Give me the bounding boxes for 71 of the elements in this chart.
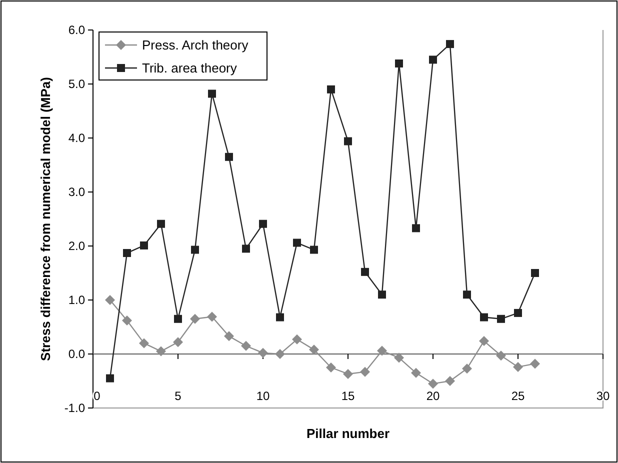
point [395, 59, 403, 68]
y-tick-label: -1.0 [64, 401, 86, 416]
point [123, 249, 131, 258]
point [190, 314, 200, 324]
x-tick-label: 20 [426, 389, 440, 403]
point [207, 312, 217, 322]
point [139, 338, 149, 348]
y-tick-label: 4.0 [68, 131, 86, 146]
y-tick-label: 6.0 [68, 23, 86, 38]
point [361, 268, 369, 276]
point [412, 224, 420, 232]
y-axis-title: Stress difference from numerical model (MPa) [38, 77, 53, 361]
point [174, 314, 182, 323]
point [225, 152, 233, 161]
point [140, 241, 148, 250]
point [496, 350, 506, 361]
point [394, 352, 404, 363]
point [378, 290, 386, 299]
y-tick-label: 5.0 [68, 77, 86, 92]
point [428, 378, 438, 389]
point [360, 366, 370, 377]
point [258, 348, 268, 358]
point [242, 244, 250, 253]
point [173, 337, 183, 348]
point [327, 85, 335, 94]
point [411, 368, 421, 378]
point [497, 314, 505, 323]
point [293, 238, 301, 247]
x-tick-label: 10 [256, 389, 270, 403]
point [157, 220, 165, 228]
point [429, 56, 437, 64]
point [275, 349, 285, 359]
point [479, 336, 489, 346]
y-tick-label: 3.0 [68, 185, 86, 200]
point [208, 90, 216, 98]
point [343, 368, 353, 379]
y-tick-label: 2.0 [68, 239, 86, 254]
point [105, 295, 115, 305]
point [513, 362, 523, 372]
point [122, 316, 132, 326]
point [292, 334, 302, 344]
point [310, 246, 318, 254]
legend-label: Press. Arch theory [142, 38, 249, 53]
point [191, 246, 199, 254]
x-tick-label: 25 [511, 389, 525, 403]
point [531, 269, 539, 277]
point [446, 40, 454, 48]
x-tick-label: 15 [341, 389, 355, 403]
point [463, 290, 471, 299]
x-tick-label: 5 [174, 389, 182, 403]
legend-label: Trib. area theory [142, 60, 238, 76]
point [462, 364, 472, 374]
point [445, 376, 455, 386]
y-tick-label: 1.0 [68, 293, 86, 308]
point [156, 346, 166, 356]
point [276, 313, 284, 322]
point [241, 340, 251, 351]
point [514, 308, 522, 317]
point [377, 346, 387, 356]
point [224, 331, 234, 342]
x-axis-title: Pillar number [306, 426, 390, 441]
point [480, 313, 488, 322]
point [106, 374, 114, 382]
point [344, 137, 352, 146]
y-tick-label: 0.0 [68, 347, 86, 362]
point [530, 358, 540, 369]
point [259, 220, 267, 228]
point [309, 344, 319, 355]
x-tick-label: 30 [596, 389, 610, 403]
x-tick-label: 0 [94, 389, 101, 403]
point [326, 362, 336, 372]
